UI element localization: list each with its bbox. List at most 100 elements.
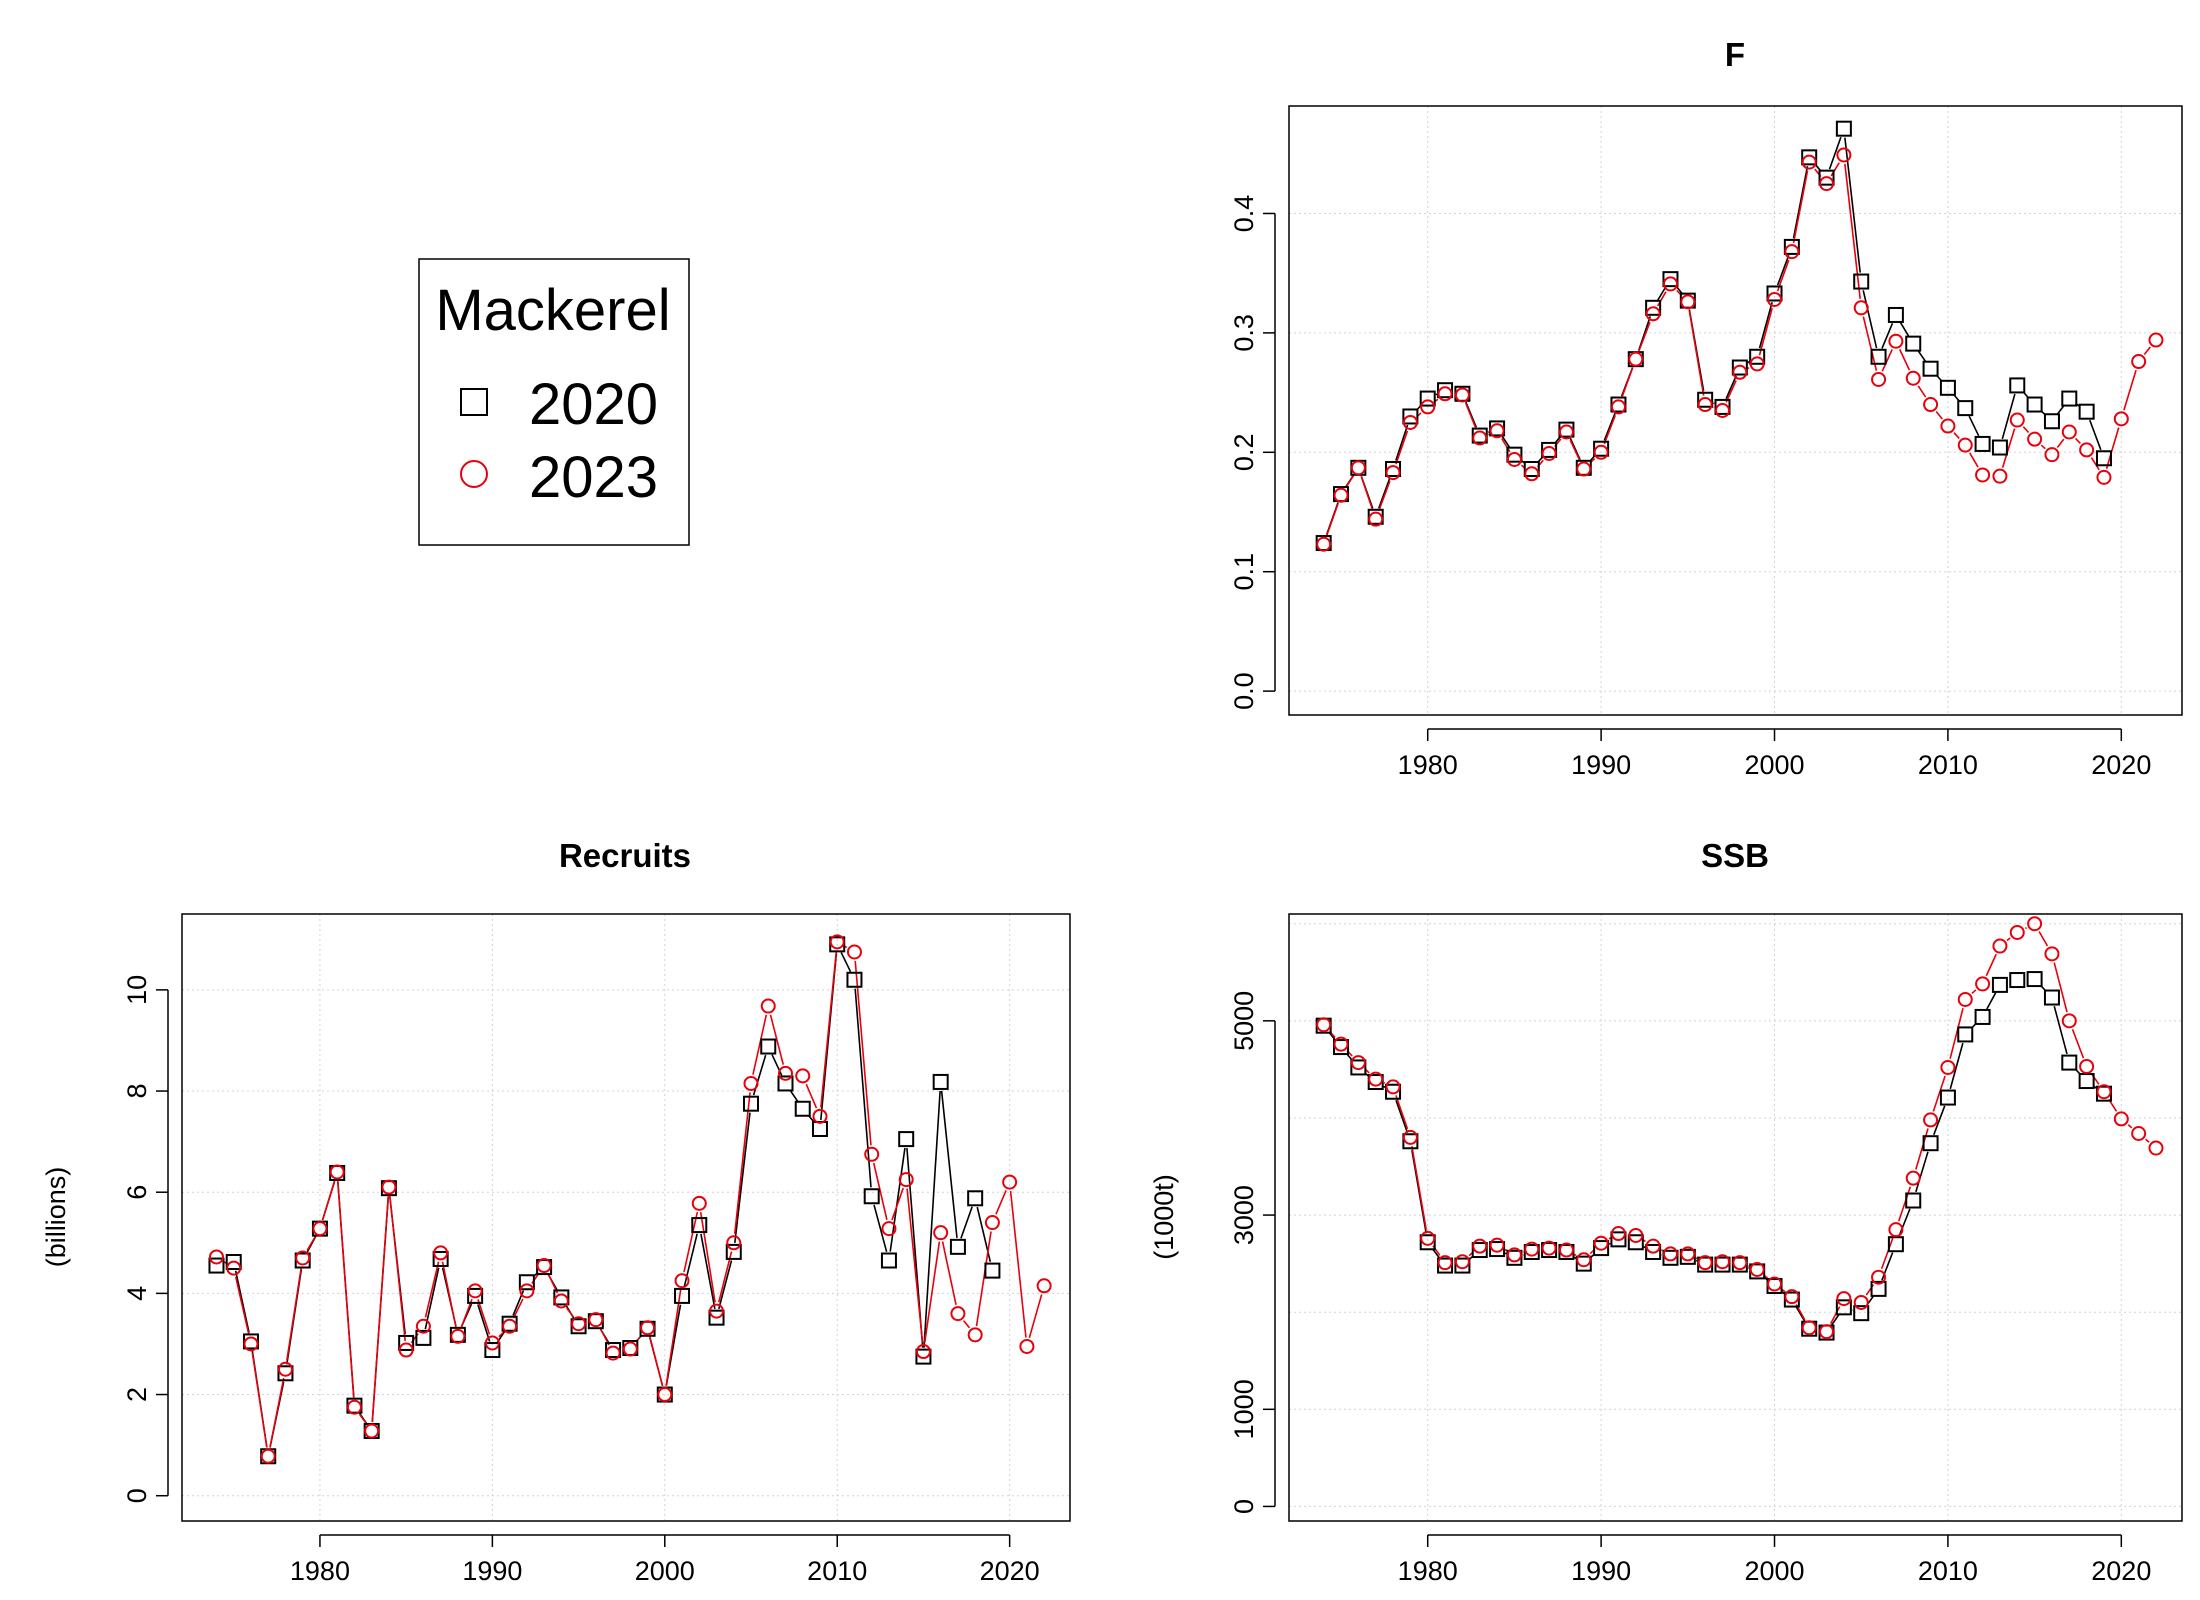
data-point-2023: [398, 1342, 414, 1358]
series-line-segment-2023: [2123, 369, 2137, 411]
data-point-2020: [984, 1262, 1001, 1279]
data-point-2023: [1437, 386, 1453, 402]
series-line-segment-2023: [1725, 380, 1737, 403]
x-tick-label: 2010: [807, 1556, 867, 1586]
data-point-2023: [1662, 1246, 1678, 1262]
series-line-segment-2023: [2071, 1028, 2085, 1059]
data-point-2020: [1662, 271, 1679, 288]
series-line-segment-2023: [1504, 1248, 1507, 1252]
x-tick-label: 2020: [2091, 1556, 2151, 1586]
data-point-2020: [1818, 169, 1835, 186]
series-line-segment-2023: [1862, 316, 1878, 371]
data-point-2023: [2027, 431, 2043, 447]
series-line-segment-2023: [1953, 432, 1960, 440]
series-line-segment-2023: [1949, 1007, 1964, 1059]
data-point-2020: [846, 971, 863, 988]
data-point-2023: [881, 1221, 897, 1237]
series-line-segment-2023: [2056, 438, 2065, 449]
data-point-2023: [622, 1341, 638, 1357]
data-point-2020: [1367, 1074, 1384, 1091]
data-point-2020: [1905, 335, 1922, 352]
x-tick-label: 2010: [1918, 1556, 1978, 1586]
data-point-2023: [846, 944, 862, 960]
series-line-segment-2023: [1935, 411, 1943, 420]
series-line-segment-2023: [1688, 310, 1705, 396]
data-point-2023: [243, 1336, 259, 1352]
data-point-2023: [640, 1320, 656, 1336]
data-point-2020: [467, 1287, 484, 1304]
data-point-2023: [1368, 1071, 1384, 1087]
legend-box: [418, 258, 690, 546]
data-point-2020: [949, 1238, 966, 1255]
data-point-2023: [1036, 1278, 1052, 1294]
series-line-segment-2023: [1898, 1186, 1912, 1222]
data-point-2023: [1714, 403, 1730, 418]
panel-recruits: Recruits (billions) 1980 1990 2000 2010 2020…: [41, 837, 1071, 1586]
series-line-segment-2023: [1360, 476, 1374, 511]
series-line-segment-2023: [962, 1320, 971, 1329]
series-line-segment-2020: [1501, 435, 1511, 448]
data-point-2023: [1957, 437, 1973, 453]
series-line-segment-2020: [2056, 405, 2065, 415]
series-line-segment-2020: [700, 1233, 716, 1309]
series-line-segment-2020: [1383, 1085, 1386, 1089]
data-point-2020: [2026, 971, 2043, 988]
series-line-segment-2020: [477, 1304, 491, 1342]
data-point-2020: [880, 1252, 897, 1269]
series-line-segment-2020: [1608, 1242, 1611, 1245]
data-point-2023: [1472, 1238, 1488, 1254]
series-line-segment-2020: [1758, 301, 1773, 349]
data-point-2020: [1645, 1243, 1662, 1260]
data-point-2023: [864, 1146, 880, 1162]
data-point-2020: [1853, 1305, 1870, 1322]
series-line-segment-2020: [771, 1054, 783, 1076]
data-point-2023: [415, 1318, 431, 1334]
data-point-2023: [1558, 1242, 1574, 1258]
panel-title-recruits: Recruits: [559, 837, 691, 874]
data-point-2023: [674, 1273, 690, 1289]
data-point-2020: [1939, 379, 1956, 396]
data-point-2023: [829, 934, 845, 950]
series-line-segment-2023: [665, 1289, 682, 1386]
data-point-2023: [760, 998, 776, 1014]
series-line-segment-2023: [2040, 444, 2046, 450]
series-line-segment-2023: [995, 1190, 1007, 1215]
data-point-2023: [1923, 1112, 1939, 1128]
series-line-segment-2020: [1862, 290, 1878, 349]
legend-label-2020: 2020: [529, 372, 658, 437]
data-point-2023: [1489, 423, 1505, 439]
data-point-2023: [1019, 1338, 1035, 1354]
x-tick-label: 1980: [1398, 750, 1458, 780]
data-point-2023: [1402, 414, 1418, 430]
series-line-segment-2023: [1747, 367, 1750, 370]
series-line-segment-2023: [820, 950, 838, 1108]
data-point-2023: [1992, 468, 2008, 484]
series-line-segment-2023: [923, 1241, 941, 1343]
data-point-2023: [1645, 1238, 1661, 1254]
data-point-2020: [1419, 390, 1436, 407]
series-line-segment-2020: [1603, 412, 1616, 441]
data-point-2020: [1783, 238, 1800, 255]
series-line-segment-2023: [2145, 1138, 2150, 1143]
data-point-2020: [1437, 382, 1454, 399]
data-point-2020: [725, 1243, 742, 1260]
series-line-segment-2023: [251, 1352, 268, 1448]
data-point-2020: [743, 1095, 760, 1112]
data-point-2023: [1923, 397, 1939, 413]
series-line-segment-2020: [1395, 424, 1409, 461]
series-line-segment-2023: [1501, 438, 1511, 453]
data-point-2023: [898, 1172, 914, 1188]
data-point-2020: [553, 1289, 570, 1306]
data-point-2023: [1610, 1226, 1626, 1242]
series-line-segment-2023: [683, 1211, 699, 1273]
data-point-2023: [1940, 418, 1956, 434]
series-line-segment-2023: [805, 1083, 818, 1109]
series-line-segment-2020: [1881, 1252, 1894, 1281]
y-tick-label: 6: [122, 1185, 152, 1200]
panel-title-f: F: [1725, 36, 1745, 73]
data-point-2020: [1350, 1059, 1367, 1076]
data-point-2020: [1783, 1291, 1800, 1308]
data-point-2023: [536, 1258, 552, 1274]
data-point-2023: [588, 1312, 604, 1328]
data-point-2020: [1991, 439, 2008, 456]
